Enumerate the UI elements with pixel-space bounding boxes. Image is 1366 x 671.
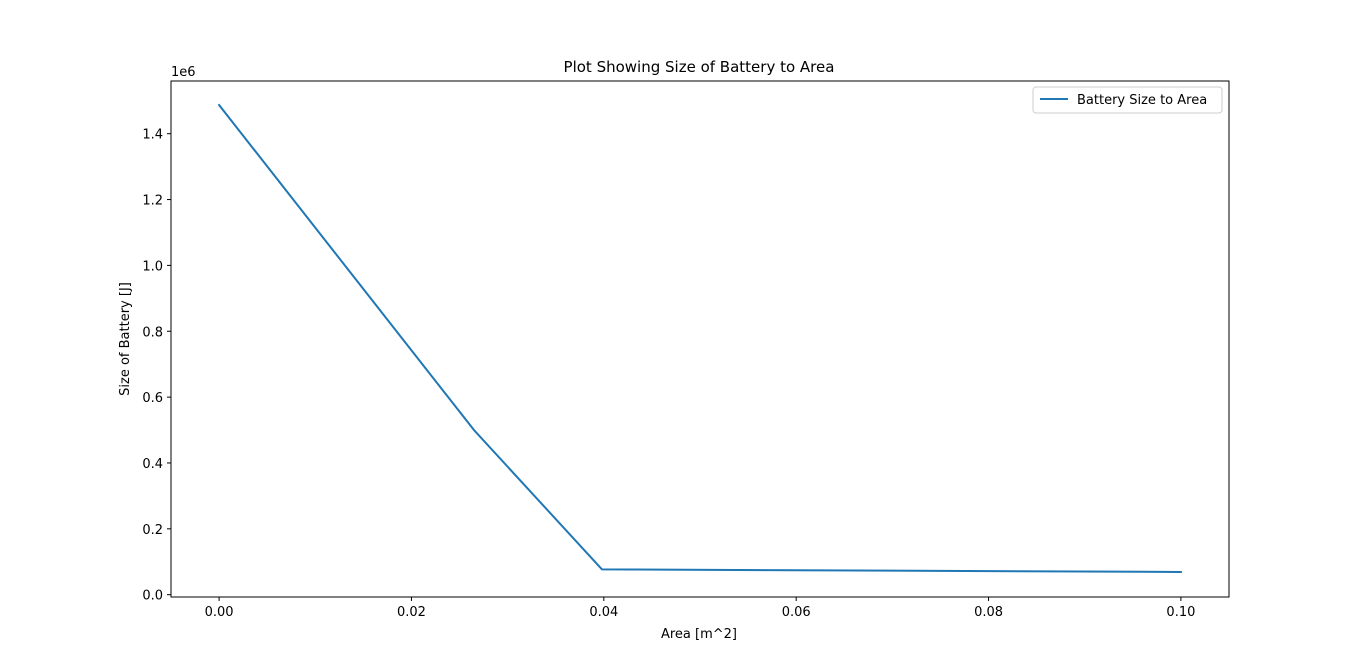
y-tick-label: 1.0: [142, 259, 163, 274]
legend-label: Battery Size to Area: [1077, 93, 1207, 108]
x-tick-label: 0.04: [589, 605, 618, 620]
y-axis-offset-label: 1e6: [171, 65, 196, 80]
y-tick-label: 0.6: [142, 391, 163, 406]
y-tick-label: 0.4: [142, 457, 163, 472]
y-tick-label: 0.2: [142, 523, 163, 538]
x-tick-label: 0.06: [782, 605, 811, 620]
x-tick-label: 0.10: [1166, 605, 1195, 620]
legend-box: [1032, 86, 1223, 114]
y-tick-label: 1.2: [142, 194, 163, 209]
x-tick-label: 0.02: [397, 605, 426, 620]
series-line: [217, 103, 1182, 573]
tick-layer: 0.00 0.02 0.04 0.06 0.08 0.10 0.0 0.2 0.4 0.6 0.8 1…: [142, 128, 1195, 620]
legend: Battery Size to Area: [1032, 86, 1223, 114]
y-axis-label: Size of Battery [J]: [118, 282, 133, 396]
y-tick-label: 1.4: [142, 128, 163, 143]
y-tick-label: 0.8: [142, 325, 163, 340]
x-tick-label: 0.00: [205, 605, 234, 620]
axes-frame: [170, 80, 1230, 598]
y-tick-label: 0.0: [142, 589, 163, 604]
plot-layer: [217, 103, 1182, 573]
x-axis-label: Area [m^2]: [661, 627, 737, 642]
chart-title: Plot Showing Size of Battery to Area: [564, 58, 835, 76]
x-tick-label: 0.08: [974, 605, 1003, 620]
